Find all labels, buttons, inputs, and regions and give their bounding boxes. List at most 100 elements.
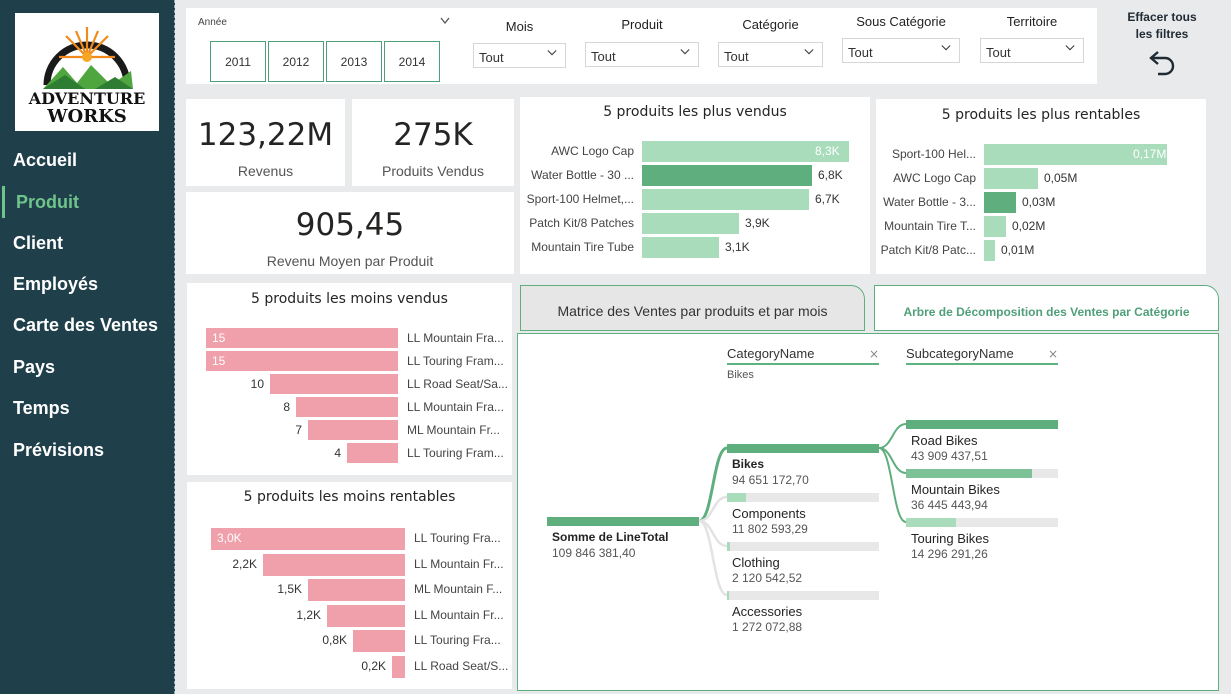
category-column-header[interactable]: CategoryName	[727, 346, 879, 365]
bar-category-label: AWC Logo Cap	[893, 171, 976, 185]
bar[interactable]	[206, 351, 398, 371]
bar-data-label: 4	[334, 446, 341, 460]
bar[interactable]	[353, 630, 405, 652]
sous-categorie-dropdown[interactable]: Tout	[842, 38, 960, 63]
bar-data-label: 6,7K	[815, 192, 840, 206]
nav-employes[interactable]: Employés	[13, 274, 99, 294]
bar[interactable]	[642, 141, 849, 162]
nav-carte-des-ventes[interactable]: Carte des Ventes	[13, 315, 159, 335]
bar-data-label: 8	[283, 400, 290, 414]
bar[interactable]	[984, 168, 1038, 189]
bar-data-label: 0,01M	[1001, 243, 1035, 257]
subcategory-bar-track[interactable]	[906, 420, 1058, 429]
bar-data-label: 1,2K	[296, 607, 321, 622]
bar[interactable]	[642, 213, 739, 234]
top-sold-chart: 5 produits les plus vendus AWC Logo Cap 8…	[520, 97, 870, 274]
bar[interactable]	[984, 144, 1167, 165]
year-2011-button[interactable]: 2011	[210, 41, 266, 82]
bar-category-label: ML Mountain F...	[414, 582, 503, 596]
territoire-dropdown[interactable]: Tout	[980, 38, 1084, 63]
produit-dropdown[interactable]: Tout	[585, 42, 699, 67]
root-node-name: Somme de LineTotal	[552, 530, 669, 544]
bar[interactable]	[270, 374, 398, 394]
bar[interactable]	[984, 216, 1006, 237]
nav-previsions[interactable]: Prévisions	[13, 440, 105, 460]
logo-text-line2: WORKS	[47, 106, 127, 127]
subcategory-node-name: Mountain Bikes	[911, 482, 1000, 497]
category-bar-track[interactable]	[727, 542, 879, 551]
decomposition-link	[878, 423, 907, 449]
bar[interactable]	[984, 192, 1016, 213]
kpi-produits-vendus-label: Produits Vendus	[382, 163, 484, 179]
category-bar-track[interactable]	[727, 591, 879, 600]
decomposition-tree: CategoryName × Bikes SubcategoryName × S…	[517, 333, 1219, 691]
root-node-value: 109 846 381,40	[552, 546, 636, 560]
year-2012-button[interactable]: 2012	[268, 41, 324, 82]
chevron-down-icon[interactable]	[440, 17, 450, 25]
bar-category-label: LL Touring Fram...	[407, 354, 504, 368]
bar-category-label: LL Touring Fra...	[414, 633, 501, 647]
bar[interactable]	[642, 165, 812, 186]
nav-client[interactable]: Client	[13, 233, 64, 253]
nav-accueil[interactable]: Accueil	[13, 150, 78, 170]
bar-data-label: 7	[295, 423, 302, 437]
adventure-works-logo: ADVENTURE WORKS	[15, 13, 159, 131]
decomposition-link	[698, 446, 728, 523]
category-bar-track[interactable]	[727, 444, 879, 453]
bar[interactable]	[308, 579, 405, 601]
subcategory-column-header[interactable]: SubcategoryName	[906, 346, 1058, 365]
chevron-down-icon	[1065, 45, 1075, 51]
bar-data-label: 6,8K	[818, 168, 843, 182]
bar[interactable]	[211, 528, 405, 550]
bar-data-label: 0,05M	[1044, 171, 1078, 185]
bar[interactable]	[296, 397, 398, 417]
kpi-revenu-moyen-value: 905,45	[295, 207, 405, 243]
category-node-value: 94 651 172,70	[732, 473, 809, 487]
subcategory-bar-track[interactable]	[906, 469, 1058, 478]
bar-data-label: 2,2K	[232, 556, 257, 571]
mois-dropdown[interactable]: Tout	[473, 43, 566, 68]
nav-temps[interactable]: Temps	[13, 398, 70, 418]
bar[interactable]	[642, 237, 719, 258]
kpi-revenus-value: 123,22M	[197, 117, 334, 153]
nav-produit[interactable]: Produit	[16, 192, 79, 212]
sous-categorie-slicer-title: Sous Catégorie	[856, 14, 946, 29]
bar-category-label: LL Road Seat/S...	[414, 658, 509, 673]
year-slicer-label: Année	[198, 17, 227, 28]
category-selected-path: Bikes	[727, 369, 754, 381]
decomposition-link	[698, 519, 728, 597]
tab-matrice-ventes[interactable]: Matrice des Ventes par produits et par m…	[520, 285, 865, 331]
bar-data-label: 15	[212, 354, 226, 368]
close-icon[interactable]: ×	[1048, 347, 1059, 361]
close-icon[interactable]: ×	[869, 347, 880, 361]
category-bar-track[interactable]	[727, 493, 879, 502]
category-bar-fill	[727, 591, 729, 600]
bar[interactable]	[308, 420, 398, 440]
logo-text-line1: ADVENTURE	[28, 89, 146, 108]
bar-category-label: LL Mountain Fr...	[414, 556, 504, 571]
year-2014-button[interactable]: 2014	[384, 41, 440, 82]
bar-data-label: 1,5K	[277, 582, 302, 596]
root-bar[interactable]	[547, 517, 699, 526]
tab-arbre-decomposition[interactable]: Arbre de Décomposition des Ventes par Ca…	[874, 285, 1219, 331]
bar[interactable]	[327, 604, 405, 627]
bar[interactable]	[984, 240, 995, 261]
category-node-name: Bikes	[732, 457, 765, 471]
subcategory-bar-track[interactable]	[906, 518, 1058, 527]
clear-filters-button[interactable]: Effacer tous les filtres	[1112, 10, 1212, 84]
categorie-dropdown[interactable]: Tout	[718, 42, 823, 67]
year-2013-button[interactable]: 2013	[326, 41, 382, 82]
mois-dropdown-value: Tout	[479, 50, 504, 65]
bar[interactable]	[347, 443, 398, 463]
nav-pays[interactable]: Pays	[13, 357, 56, 377]
decomposition-link	[878, 447, 907, 523]
bar[interactable]	[392, 655, 405, 678]
kpi-produits-vendus-value: 275K	[393, 117, 473, 153]
bar[interactable]	[263, 553, 405, 576]
mois-slicer-title: Mois	[505, 19, 534, 34]
kpi-revenus-card: 123,22M Revenus	[186, 99, 345, 186]
bar[interactable]	[642, 189, 809, 210]
tab-arbre-decomposition-label: Arbre de Décomposition des Ventes par Ca…	[903, 305, 1190, 319]
bar-category-label: LL Mountain Fra...	[407, 400, 504, 414]
bar[interactable]	[206, 328, 398, 348]
